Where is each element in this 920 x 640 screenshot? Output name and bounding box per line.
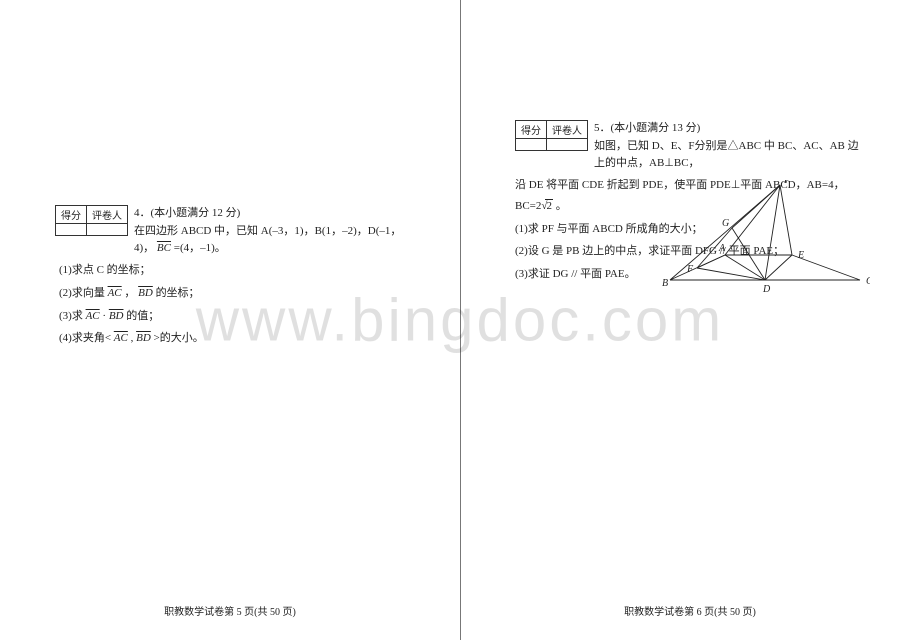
scorebox-col1: 得分 <box>56 206 87 224</box>
q4-sub1: (1)求点 C 的坐标； <box>59 260 405 281</box>
question-5-text: 5．(本小题满分 13 分) 如图，已知 D、E、F分别是△ABC 中 BC、A… <box>594 120 865 173</box>
svg-text:C: C <box>866 276 870 287</box>
q4-sub2-c: 的坐标； <box>156 287 200 299</box>
scorebox-col2: 评卷人 <box>547 121 588 139</box>
q4-sub3-a: (3)求 <box>59 310 86 322</box>
question-5-head: 得分 评卷人 5．(本小题满分 13 分) 如图，已知 D、E、F分别是△ABC… <box>515 120 865 173</box>
page-left: 得分 评卷人 4．(本小题满分 12 分) 在四边形 ABCD 中，已知 A(–… <box>0 0 460 640</box>
q4-sub2-b: ， <box>124 287 135 299</box>
q4-num: 4．(本小题满分 12 分) <box>134 207 240 219</box>
svg-text:P: P <box>783 180 790 186</box>
scorebox-col2: 评卷人 <box>87 206 128 224</box>
footer-left: 职教数学试卷第 5 页(共 50 页) <box>0 603 460 618</box>
q4-sub4-c: >的大小。 <box>154 332 204 344</box>
svg-text:B: B <box>662 278 668 289</box>
vector-BD: BD <box>138 287 153 299</box>
page-right: 得分 评卷人 5．(本小题满分 13 分) 如图，已知 D、E、F分别是△ABC… <box>460 0 920 640</box>
footer-right: 职教数学试卷第 6 页(共 50 页) <box>460 603 920 618</box>
vector-BD: BD <box>136 332 151 344</box>
scorebox: 得分 评卷人 <box>55 205 128 236</box>
svg-text:G: G <box>722 218 729 229</box>
scorebox-blank <box>56 224 87 236</box>
q4-intro-b: =(4，–1)。 <box>174 242 226 254</box>
svg-text:A: A <box>718 243 726 254</box>
svg-text:E: E <box>797 250 804 261</box>
q4-sub3: (3)求 AC · BD 的值； <box>59 306 405 327</box>
scorebox-blank <box>516 139 547 151</box>
q4-sub4-a: (4)求夹角< <box>59 332 114 344</box>
geometry-figure: B A D C E F P G <box>660 180 870 310</box>
scorebox-col1: 得分 <box>516 121 547 139</box>
scorebox: 得分 评卷人 <box>515 120 588 151</box>
question-4-text: 4．(本小题满分 12 分) 在四边形 ABCD 中，已知 A(–3，1)，B(… <box>134 205 405 258</box>
sqrt-val: 2 <box>545 199 553 212</box>
svg-text:D: D <box>762 284 771 295</box>
vector-BD: BD <box>109 310 124 322</box>
question-4: 得分 评卷人 4．(本小题满分 12 分) 在四边形 ABCD 中，已知 A(–… <box>55 205 405 349</box>
question-4-head: 得分 评卷人 4．(本小题满分 12 分) 在四边形 ABCD 中，已知 A(–… <box>55 205 405 258</box>
q5-l1: 如图，已知 D、E、F分别是△ABC 中 BC、AC、AB 边上的中点，AB⊥B… <box>594 140 859 170</box>
scorebox-blank <box>87 224 128 236</box>
q5-num: 5．(本小题满分 13 分) <box>594 122 700 134</box>
vector-BC: BC <box>157 242 171 254</box>
scorebox-blank <box>547 139 588 151</box>
q4-sub3-b: 的值； <box>126 310 159 322</box>
q4-sub4: (4)求夹角< AC , BD >的大小。 <box>59 328 405 349</box>
sqrt-icon: 2 <box>541 196 553 217</box>
svg-text:F: F <box>686 264 694 275</box>
vector-AC: AC <box>114 332 128 344</box>
q4-sub2: (2)求向量 AC ， BD 的坐标； <box>59 283 405 304</box>
vector-AC: AC <box>86 310 100 322</box>
q4-sub2-a: (2)求向量 <box>59 287 108 299</box>
vector-AC: AC <box>108 287 122 299</box>
q5-l2b: 。 <box>553 200 567 212</box>
